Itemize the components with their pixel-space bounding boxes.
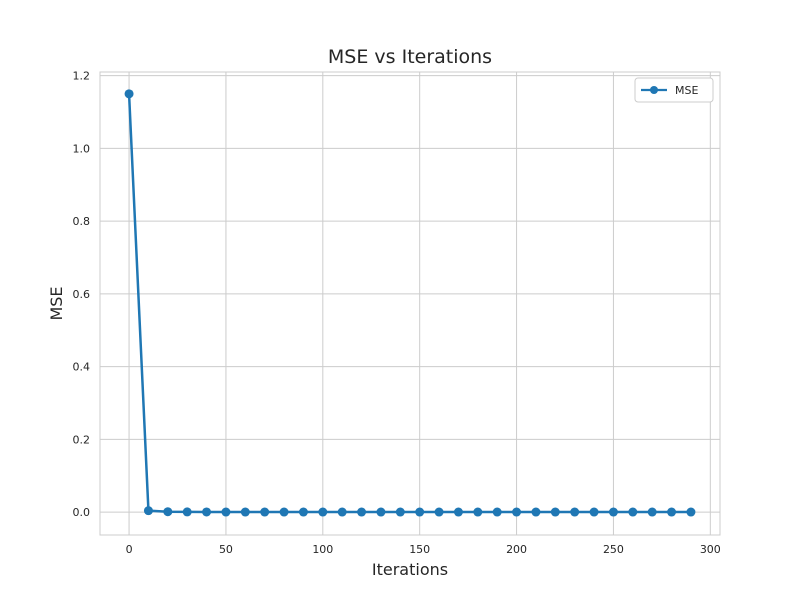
data-point xyxy=(376,507,386,517)
x-axis-title: Iterations xyxy=(372,560,448,579)
data-point xyxy=(608,507,618,517)
x-tick-label: 50 xyxy=(219,543,233,556)
data-point xyxy=(686,507,696,517)
data-point xyxy=(531,507,541,517)
x-tick-label: 150 xyxy=(409,543,430,556)
y-tick-label: 0.8 xyxy=(73,215,91,228)
data-point xyxy=(492,507,502,517)
data-point xyxy=(318,507,328,517)
y-tick-label: 0.2 xyxy=(73,433,91,446)
data-point xyxy=(395,507,405,517)
legend: MSE xyxy=(634,77,714,103)
y-tick-label: 0.0 xyxy=(73,506,91,519)
y-tick-label: 1.2 xyxy=(73,70,91,83)
data-point xyxy=(512,507,522,517)
data-point xyxy=(163,507,173,517)
data-point xyxy=(221,507,231,517)
data-point xyxy=(337,507,347,517)
legend-box xyxy=(634,77,714,103)
data-point xyxy=(202,507,212,517)
chart-title: MSE vs Iterations xyxy=(328,46,492,68)
y-tick-label: 1.0 xyxy=(73,142,91,155)
legend-marker-swatch xyxy=(650,86,658,94)
data-point xyxy=(628,507,638,517)
plot-area xyxy=(100,72,720,535)
x-tick-label: 300 xyxy=(700,543,721,556)
data-point xyxy=(550,507,560,517)
data-point xyxy=(182,507,192,517)
data-point xyxy=(570,507,580,517)
data-point xyxy=(124,89,134,99)
y-tick-labels: 0.0 0.2 0.4 0.6 0.8 1.0 1.2 xyxy=(73,70,91,519)
data-point xyxy=(434,507,444,517)
data-point xyxy=(415,507,425,517)
data-point xyxy=(453,507,463,517)
plot-frame xyxy=(99,71,721,536)
data-point xyxy=(240,507,250,517)
x-tick-labels: 0 50 100 150 200 250 300 xyxy=(126,543,721,556)
data-point xyxy=(260,507,270,517)
data-point xyxy=(298,507,308,517)
data-point xyxy=(143,506,153,516)
data-point xyxy=(589,507,599,517)
series-layer xyxy=(124,89,696,517)
data-point xyxy=(279,507,289,517)
data-point xyxy=(647,507,657,517)
x-tick-label: 250 xyxy=(603,543,624,556)
x-tick-label: 200 xyxy=(506,543,527,556)
data-point xyxy=(667,507,677,517)
x-tick-label: 0 xyxy=(126,543,133,556)
y-tick-label: 0.6 xyxy=(73,288,91,301)
y-tick-label: 0.4 xyxy=(73,361,91,374)
x-tick-label: 100 xyxy=(312,543,333,556)
y-axis-title: MSE xyxy=(47,286,66,320)
data-point xyxy=(473,507,483,517)
legend-label: MSE xyxy=(675,84,698,97)
data-point xyxy=(357,507,367,517)
